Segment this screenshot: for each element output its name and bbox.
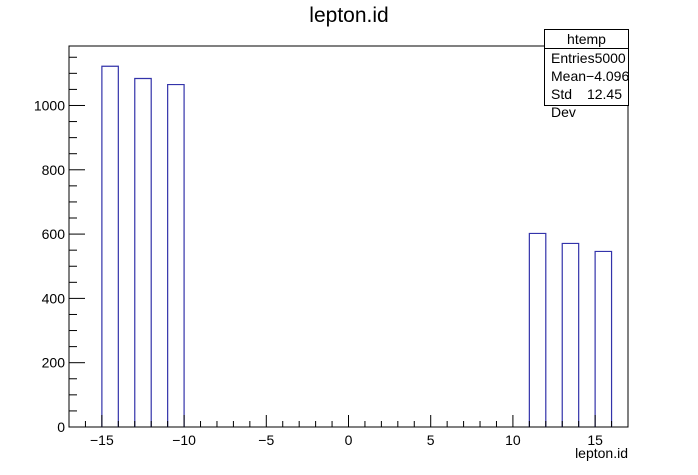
stats-row-mean: Mean −4.096 xyxy=(545,67,630,85)
x-tick-label: 10 xyxy=(505,432,521,448)
stats-value: 12.45 xyxy=(586,86,622,102)
histogram-bin xyxy=(594,250,613,427)
stats-label: Std Dev xyxy=(551,86,576,120)
x-tick-label: 15 xyxy=(587,432,603,448)
histogram-bin xyxy=(561,242,580,427)
x-tick-label: 0 xyxy=(345,432,353,448)
x-tick-label: −5 xyxy=(258,432,274,448)
stats-value: 5000 xyxy=(594,50,626,66)
stats-label: Mean xyxy=(551,68,587,84)
y-tick-label: 400 xyxy=(42,290,66,306)
y-tick-label: 1000 xyxy=(34,97,65,113)
stats-value: −4.096 xyxy=(586,68,630,84)
histogram-bin xyxy=(134,77,152,427)
stats-label: Entries xyxy=(551,50,595,66)
stats-row-entries: Entries 5000 xyxy=(545,49,628,67)
y-tick-label: 600 xyxy=(42,226,66,242)
stats-row-stddev: Std Dev 12.45 xyxy=(545,85,628,120)
stats-box: htemp Entries 5000 Mean −4.096 Std Dev 1… xyxy=(544,29,630,120)
x-axis-label: lepton.id xyxy=(575,445,628,461)
y-tick-label: 200 xyxy=(42,355,66,371)
axes: −15 −10 −5 0 5 10 15 0 200 400 600 800 1000 lepton.id xyxy=(34,56,629,461)
y-tick-label: 800 xyxy=(42,162,66,178)
histogram-bin xyxy=(101,65,119,427)
chart-title: lepton.id xyxy=(309,4,389,27)
y-tick-label: 0 xyxy=(57,419,65,435)
stats-box-name: htemp xyxy=(545,30,628,49)
histogram-bin xyxy=(167,83,185,427)
histogram-bars xyxy=(101,65,613,427)
x-tick-label: −10 xyxy=(172,432,196,448)
x-tick-label: −15 xyxy=(90,432,114,448)
histogram-bin xyxy=(528,232,547,427)
x-tick-label: 5 xyxy=(427,432,435,448)
